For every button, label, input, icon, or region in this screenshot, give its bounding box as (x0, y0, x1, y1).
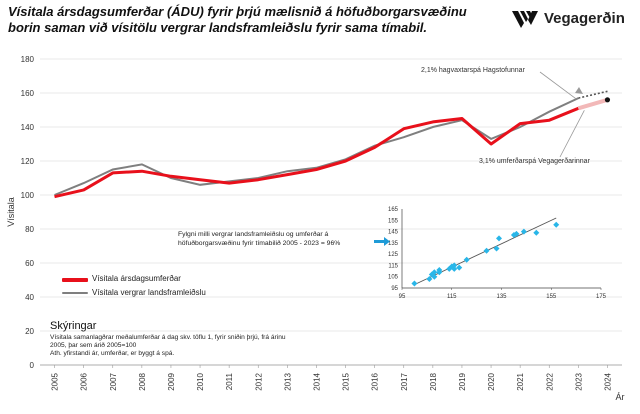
legend-gdp-swatch (62, 292, 88, 294)
x-axis-label: Ár (616, 392, 625, 402)
notes-line1: Vísitala samanlagðrar meðalumferðar á da… (50, 334, 286, 341)
brand-logo: Vegagerðin (510, 8, 636, 32)
inset-scatter-point (456, 264, 463, 271)
vegagerdin-logo-icon (512, 11, 538, 28)
x-tick-label: 2020 (487, 372, 496, 390)
inset-y-tick-label: 145 (388, 230, 399, 236)
chart-title: Vísitala ársdagsumferðar (ÁDU) fyrir þrj… (8, 4, 478, 36)
x-tick-label: 2012 (254, 372, 263, 390)
x-tick-label: 2006 (80, 372, 89, 390)
x-tick-label: 2011 (225, 372, 234, 390)
x-tick-label: 2007 (109, 372, 118, 390)
inset-x-tick-label: 115 (447, 294, 457, 300)
inset-scatter-point (533, 229, 540, 236)
series-line-gdp (54, 97, 579, 196)
x-tick-label: 2023 (574, 372, 583, 390)
correlation-caption: Fylgni milli vergrar landsframleiðslu og… (178, 230, 378, 248)
inset-scatter-point (451, 265, 458, 272)
inset-y-tick-label: 155 (388, 218, 399, 224)
forecast-gdp-pointer-head (575, 87, 583, 94)
legend-traffic-label: Vísitala ársdagsumferðar (92, 274, 181, 283)
x-tick-label: 2014 (312, 372, 321, 390)
y-axis-label: Vísitala (6, 197, 16, 227)
correlation-caption-line2: höfuðborgarsvæðinu fyrir tímabilið 2005 … (178, 240, 341, 247)
inset-y-tick-label: 115 (388, 263, 398, 269)
inset-y-tick-label: 125 (388, 252, 399, 258)
x-tick-label: 2017 (400, 372, 409, 390)
y-tick-label: 0 (30, 361, 35, 370)
forecast-gdp-line (578, 90, 608, 99)
inset-y-tick-label: 105 (388, 275, 399, 281)
forecast-endpoint (604, 97, 611, 103)
inset-y-tick-label: 95 (391, 286, 398, 292)
x-tick-label: 2018 (429, 372, 438, 390)
y-tick-label: 40 (25, 293, 34, 302)
x-tick-label: 2024 (603, 372, 612, 390)
forecast-traffic-pointer (559, 110, 585, 158)
inset-x-tick-label: 155 (546, 294, 557, 300)
inset-x-tick-label: 135 (496, 294, 507, 300)
inset-scatter-point (426, 275, 433, 282)
y-tick-label: 20 (25, 327, 34, 336)
inset-scatter-point (431, 273, 438, 280)
x-tick-label: 2010 (196, 372, 205, 390)
x-tick-label: 2022 (545, 372, 554, 390)
correlation-caption-line1: Fylgni milli vergrar landsframleiðslu og… (178, 231, 329, 238)
series-line-traffic (54, 106, 579, 199)
y-tick-label: 140 (21, 123, 35, 132)
forecast-traffic-label: 3,1% umferðarspá Vegagerðarinnar (479, 158, 590, 165)
forecast-traffic-line (577, 97, 609, 111)
y-tick-label: 100 (21, 191, 35, 200)
inset-x-tick-label: 175 (596, 294, 607, 300)
y-tick-label: 60 (25, 259, 34, 268)
arrow-right-icon (374, 237, 390, 246)
inset-scatter-point (436, 266, 443, 273)
inset-y-tick-label: 165 (388, 207, 399, 213)
x-tick-label: 2013 (283, 372, 292, 390)
inset-scatter-point (483, 247, 490, 254)
chart-title-line2: borin saman við vísitölu vergrar landsfr… (8, 20, 428, 35)
forecast-gdp-label: 2,1% hagvaxtarspá Hagstofunnar (421, 67, 525, 74)
notes-line3: Ath. yfirstandi ár, umferðar, er byggt á… (50, 350, 175, 357)
chart-title-line1: Vísitala ársdagsumferðar (ÁDU) fyrir þrj… (8, 4, 467, 19)
inset-scatter-point (553, 221, 560, 228)
x-tick-label: 2015 (342, 372, 351, 390)
inset-scatter-point (520, 228, 527, 235)
brand-name: Vegagerðin (544, 10, 625, 27)
y-tick-label: 80 (25, 225, 34, 234)
notes-title: Skýringar (50, 320, 97, 332)
inset-scatter-point (411, 280, 418, 287)
inset-scatter-point (513, 230, 520, 237)
legend-traffic-swatch (62, 278, 88, 282)
x-tick-label: 2009 (167, 372, 176, 390)
inset-scatter-point (451, 262, 458, 269)
inset-x-tick-label: 95 (399, 294, 406, 300)
x-tick-label: 2016 (371, 372, 380, 390)
x-tick-label: 2008 (138, 372, 147, 390)
inset-scatter-point (463, 256, 470, 263)
notes-line2: 2005, þar sem árið 2005=100 (50, 342, 137, 349)
inset-scatter-point (496, 235, 503, 242)
forecast-gdp-pointer (539, 71, 577, 100)
y-tick-label: 160 (21, 89, 35, 98)
inset-scatter-point (493, 245, 500, 252)
y-tick-label: 180 (21, 55, 35, 64)
x-tick-label: 2019 (458, 372, 467, 390)
y-tick-label: 120 (21, 157, 35, 166)
x-tick-label: 2021 (516, 372, 525, 390)
x-tick-label: 2005 (51, 372, 60, 390)
inset-scatter-point (431, 269, 438, 276)
inset-y-tick-label: 135 (388, 241, 399, 247)
legend-gdp-label: Vísitala vergrar landsframleiðslu (92, 288, 206, 297)
